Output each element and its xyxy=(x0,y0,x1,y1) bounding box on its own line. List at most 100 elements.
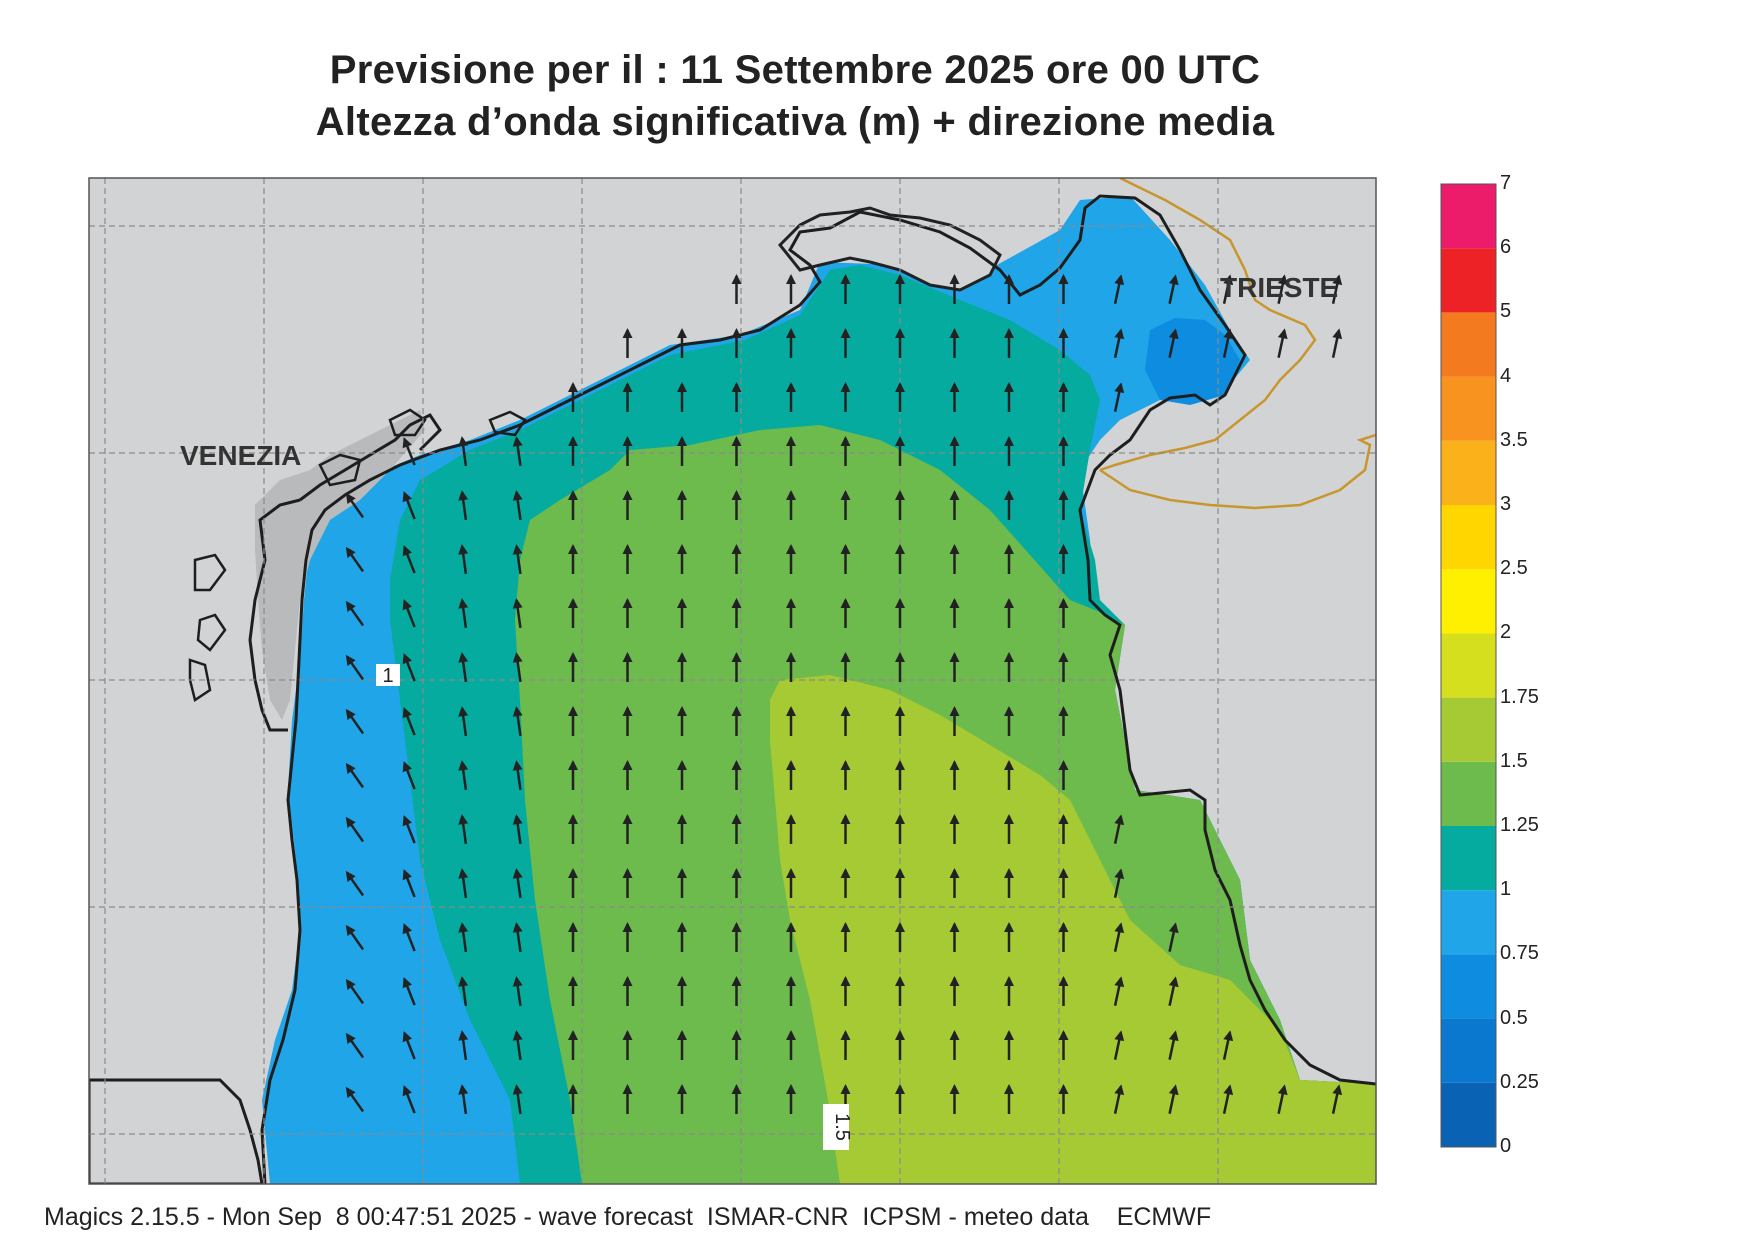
legend-tick-label: 1.75 xyxy=(1500,685,1539,708)
direction-arrow xyxy=(1058,436,1069,466)
legend-tick-label: 1.5 xyxy=(1500,749,1528,772)
direction-arrow xyxy=(949,328,960,358)
direction-arrow xyxy=(622,814,633,844)
direction-arrow xyxy=(458,976,469,1007)
direction-arrow xyxy=(512,976,523,1007)
direction-arrow xyxy=(840,868,851,898)
direction-arrow xyxy=(677,868,687,898)
direction-arrow xyxy=(622,382,633,412)
direction-arrow xyxy=(345,762,365,789)
legend-swatch xyxy=(1441,505,1496,570)
direction-arrow xyxy=(568,652,578,682)
direction-arrow xyxy=(895,652,905,682)
direction-arrow xyxy=(677,706,687,736)
direction-arrow xyxy=(786,706,796,736)
direction-arrow xyxy=(512,760,523,791)
direction-arrow xyxy=(402,545,416,574)
direction-arrow xyxy=(677,814,687,844)
legend-swatch xyxy=(1441,569,1496,634)
legend-swatch xyxy=(1441,248,1496,313)
direction-arrow xyxy=(345,600,365,627)
direction-arrow xyxy=(1113,922,1125,952)
direction-arrow xyxy=(786,922,796,952)
direction-arrow xyxy=(568,490,578,520)
direction-arrow xyxy=(1277,274,1288,304)
direction-arrow xyxy=(1058,760,1069,790)
direction-arrow xyxy=(731,598,742,628)
direction-arrow xyxy=(731,382,742,412)
direction-arrow xyxy=(895,760,905,790)
direction-arrow xyxy=(895,1030,905,1060)
direction-arrow xyxy=(949,814,960,844)
direction-arrow xyxy=(949,436,960,466)
direction-arrow xyxy=(1004,598,1014,628)
direction-arrow xyxy=(512,652,523,683)
direction-arrow xyxy=(786,652,796,682)
direction-arrow xyxy=(731,1030,742,1060)
direction-arrow xyxy=(1168,328,1179,358)
direction-arrow xyxy=(895,814,905,844)
direction-arrow xyxy=(1222,328,1234,358)
direction-arrow xyxy=(1004,436,1014,466)
direction-arrow xyxy=(512,1084,523,1115)
direction-arrow xyxy=(402,815,416,844)
direction-arrow xyxy=(1058,814,1069,844)
direction-arrow xyxy=(1113,868,1125,898)
direction-arrow xyxy=(677,328,687,358)
direction-arrow xyxy=(622,490,633,520)
direction-arrow xyxy=(840,922,851,952)
svg-text:1: 1 xyxy=(382,665,393,687)
direction-arrow xyxy=(949,274,960,304)
contour-label-1: 1 xyxy=(376,664,400,687)
direction-arrow xyxy=(568,922,578,952)
direction-arrow xyxy=(1331,328,1343,358)
direction-arrow xyxy=(402,977,416,1006)
direction-arrow xyxy=(568,1030,578,1060)
legend-tick-label: 2 xyxy=(1500,621,1512,644)
direction-arrow xyxy=(1004,922,1014,952)
direction-arrow xyxy=(402,923,416,952)
direction-arrow xyxy=(568,436,578,466)
direction-arrow xyxy=(458,1084,469,1115)
contour-label-1-5: 1.5 xyxy=(823,1104,853,1150)
direction-arrow xyxy=(731,328,742,358)
direction-arrow xyxy=(786,976,796,1006)
direction-arrow xyxy=(895,382,905,412)
legend-swatch xyxy=(1441,376,1496,441)
direction-arrow xyxy=(895,976,905,1006)
direction-arrow xyxy=(1222,274,1234,304)
direction-arrow xyxy=(1004,274,1014,304)
direction-arrow xyxy=(1058,976,1069,1006)
direction-arrow xyxy=(402,869,416,898)
direction-arrow xyxy=(458,760,469,791)
direction-arrow xyxy=(1058,490,1069,520)
direction-arrow xyxy=(512,922,523,953)
direction-arrow xyxy=(622,706,633,736)
direction-arrow xyxy=(1222,1084,1234,1114)
direction-arrow xyxy=(949,976,960,1006)
direction-arrow xyxy=(1331,1084,1343,1114)
direction-arrow xyxy=(840,544,851,574)
legend-swatch xyxy=(1441,890,1496,955)
direction-arrow xyxy=(512,544,523,575)
map-frame xyxy=(88,177,1377,1185)
direction-arrow xyxy=(895,868,905,898)
direction-arrow xyxy=(895,328,905,358)
direction-arrow xyxy=(949,382,960,412)
direction-arrow xyxy=(458,652,469,683)
direction-arrow xyxy=(1004,490,1014,520)
direction-arrow xyxy=(677,436,687,466)
direction-arrow xyxy=(786,436,796,466)
legend-swatch xyxy=(1441,184,1496,249)
direction-arrow xyxy=(840,436,851,466)
direction-arrow xyxy=(895,436,905,466)
legend-color-bar xyxy=(1440,183,1497,1148)
coastline xyxy=(260,194,1376,1184)
direction-arrow xyxy=(1058,922,1069,952)
direction-arrow xyxy=(622,652,633,682)
direction-arrow xyxy=(458,706,469,737)
direction-arrow xyxy=(402,707,416,736)
direction-arrow xyxy=(786,760,796,790)
sea-band-0-5-0-75 xyxy=(1145,318,1240,405)
direction-arrow xyxy=(731,490,742,520)
